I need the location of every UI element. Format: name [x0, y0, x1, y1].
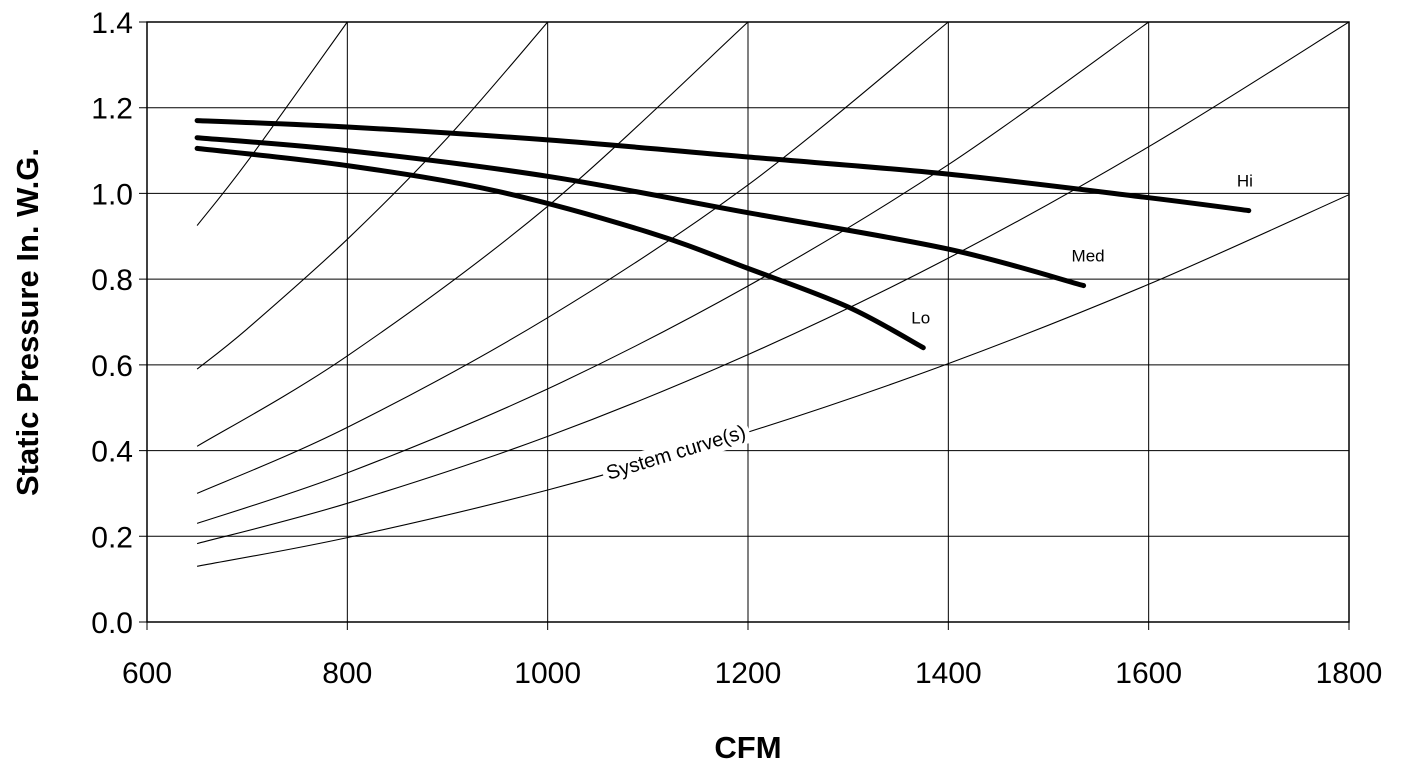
curve-labels: Hi Med Lo System curve(s) — [599, 172, 1253, 487]
system-curve — [196, 22, 549, 370]
x-tick-label: 600 — [122, 657, 172, 690]
plot-area-frame — [146, 21, 1350, 623]
y-tick-label: 0.2 — [91, 521, 133, 554]
system-curve — [196, 22, 1349, 545]
y-tick-label: 0.4 — [91, 436, 133, 469]
series-line-med — [194, 135, 1087, 289]
system-curves — [196, 22, 1349, 567]
x-tick-label: 800 — [322, 657, 372, 690]
series-label-hi: Hi — [1237, 172, 1253, 191]
x-tick-label: 1600 — [1115, 657, 1182, 690]
y-axis-title: Static Pressure In. W.G. — [10, 148, 45, 496]
system-curve-label-group: System curve(s) — [599, 419, 753, 487]
x-tick-label: 1400 — [915, 657, 982, 690]
y-tick-label: 1.2 — [91, 93, 133, 126]
system-curve — [196, 22, 749, 447]
series-line-lo — [194, 145, 926, 351]
grid — [139, 21, 1350, 630]
series-line-hi — [194, 118, 1252, 214]
x-axis-title: CFM — [714, 730, 781, 765]
x-tick-label: 1000 — [514, 657, 581, 690]
fan-speed-curves — [194, 118, 1252, 351]
tick-labels: 600 800 1000 1200 1400 1600 1800 0.0 0.2 0.4 0.6 0.… — [91, 7, 1382, 690]
series-label-lo: Lo — [911, 309, 930, 328]
system-curve-label-background — [599, 419, 753, 487]
x-tick-label: 1200 — [715, 657, 782, 690]
y-tick-label: 1.0 — [91, 178, 133, 211]
y-tick-label: 0.0 — [91, 607, 133, 640]
system-curve — [196, 194, 1349, 567]
system-curve — [196, 22, 949, 494]
series-label-med: Med — [1072, 247, 1105, 266]
x-tick-label: 1800 — [1316, 657, 1383, 690]
system-curve-label: System curve(s) — [604, 421, 749, 484]
system-curve — [196, 22, 1150, 524]
y-tick-label: 0.8 — [91, 264, 133, 297]
y-tick-label: 0.6 — [91, 350, 133, 383]
y-tick-label: 1.4 — [91, 7, 133, 40]
